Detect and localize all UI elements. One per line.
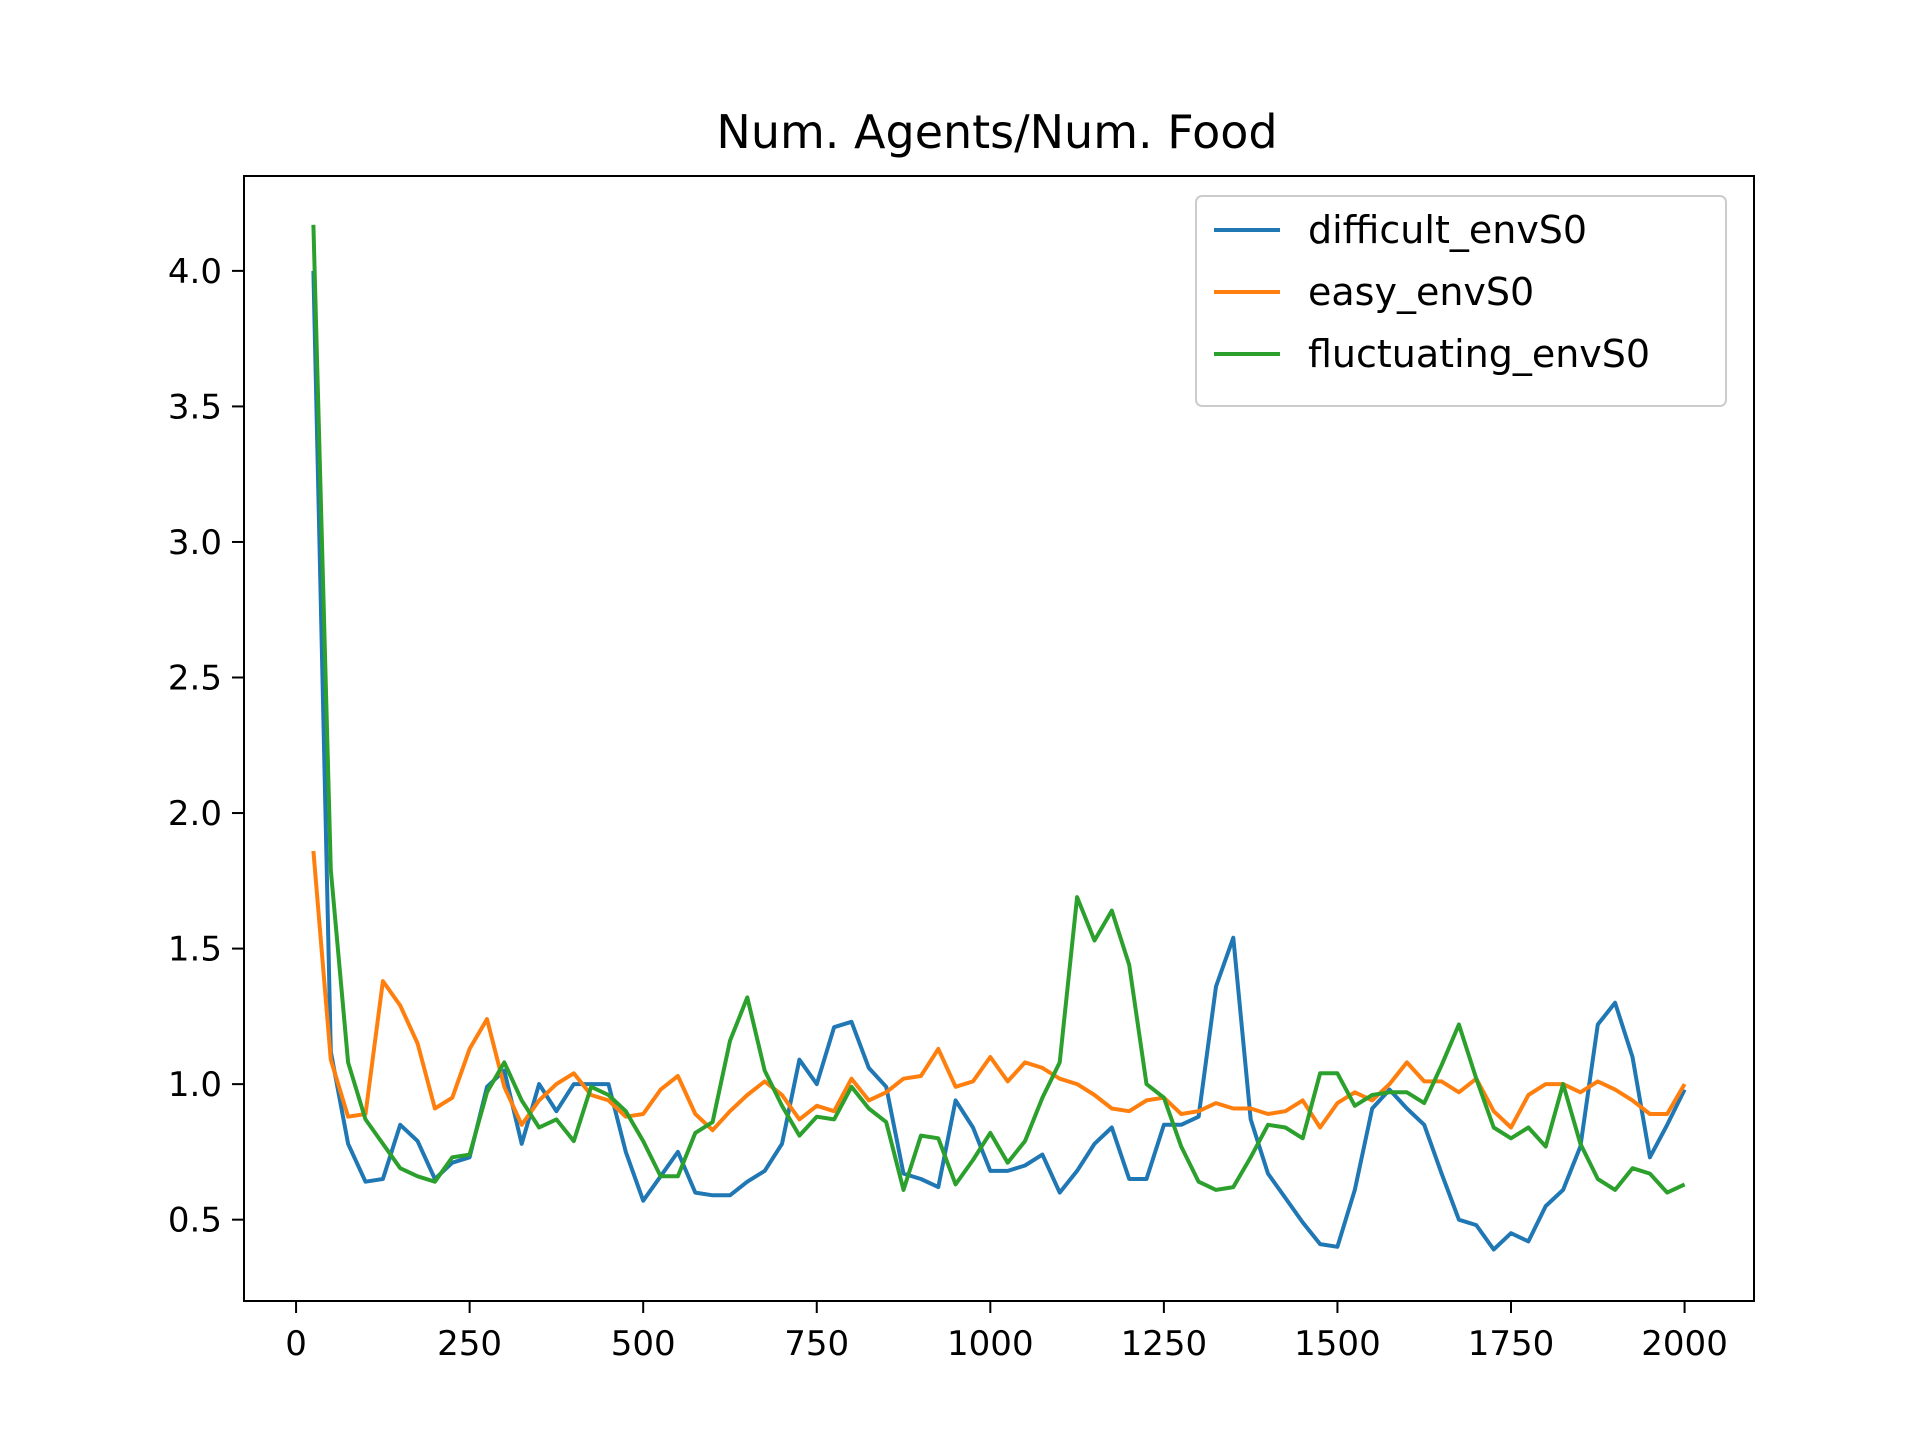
y-tick-label: 1.0 [168, 1065, 222, 1105]
axes-layer: 0 250 500 750 1000 1250 1500 1750 2000 0.5 1.0 1.5 2… [168, 252, 1728, 1364]
legend: difficult_envS0 easy_envS0 fluctuating_env… [1195, 195, 1727, 407]
legend-label: difficult_envS0 [1308, 208, 1587, 252]
chart-title: Num. Agents/Num. Food [716, 105, 1277, 159]
legend-label: fluctuating_envS0 [1308, 332, 1650, 376]
legend-box [1195, 195, 1727, 407]
x-tick-label: 750 [784, 1324, 849, 1364]
y-tick-label: 4.0 [168, 252, 222, 292]
x-tick-label: 1250 [1121, 1324, 1208, 1364]
x-tick-label: 1750 [1468, 1324, 1555, 1364]
x-tick-label: 250 [437, 1324, 502, 1364]
y-tick-label: 1.5 [168, 930, 222, 970]
series-line-fluctuating_envS0 [311, 224, 1686, 1195]
series-line-difficult_envS0 [311, 270, 1687, 1252]
legend-label: easy_envS0 [1308, 270, 1534, 314]
x-tick-label: 1500 [1294, 1324, 1381, 1364]
y-tick-label: 2.0 [168, 794, 222, 834]
y-tick-label: 2.5 [168, 659, 222, 699]
y-tick-label: 3.0 [168, 523, 222, 563]
x-tick-label: 500 [611, 1324, 676, 1364]
plot-area-frame [243, 175, 1755, 1302]
series-layer [311, 224, 1687, 1252]
x-tick-label: 1000 [947, 1324, 1034, 1364]
x-tick-label: 0 [285, 1324, 307, 1364]
x-tick-label: 2000 [1641, 1324, 1728, 1364]
y-tick-label: 3.5 [168, 387, 222, 427]
series-line-easy_envS0 [311, 850, 1687, 1133]
y-tick-label: 0.5 [168, 1201, 222, 1241]
